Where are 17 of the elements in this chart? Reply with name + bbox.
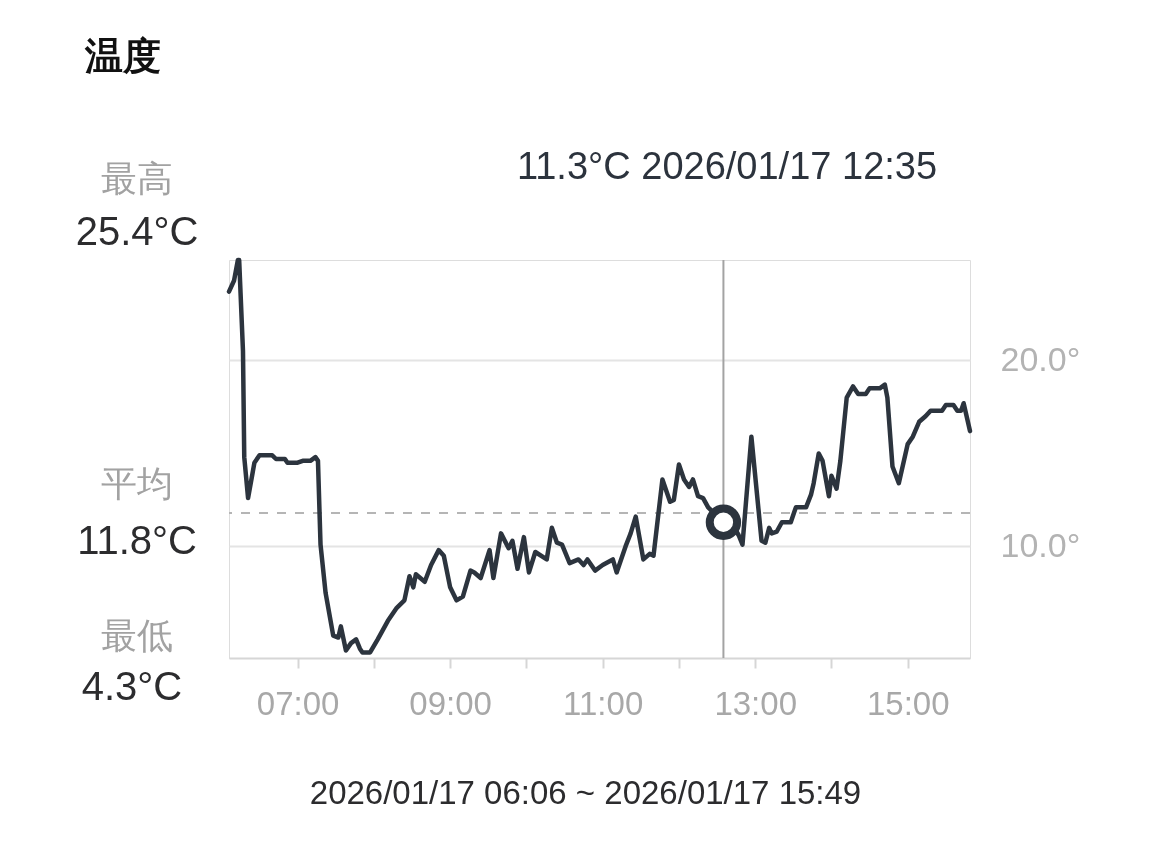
x-tick-label: 13:00 (714, 684, 797, 722)
text: 4.3°C (81, 664, 183, 708)
x-tick-label: 09:00 (409, 684, 492, 722)
x-tick-label: 11:00 (563, 684, 644, 722)
x-axis-title: 2026/01/17 06:06 ~ 2026/01/17 15:49 (309, 773, 862, 811)
y-tick-label: 10.0° (1000, 525, 1081, 564)
text: 最低 (101, 615, 173, 656)
chart-title: 温度 (84, 35, 161, 77)
text: 平均 (101, 463, 173, 504)
y-tick-label: 20.0° (1000, 339, 1081, 378)
text: 11.8°C (77, 518, 197, 562)
x-tick-label: 07:00 (256, 684, 340, 722)
line-series (226, 257, 973, 655)
text: 11.3°C 2026/01/17 12:35 (516, 145, 938, 187)
x-tick-label: 15:00 (866, 684, 950, 722)
text: 最高 (101, 158, 173, 199)
text: 25.4°C (75, 209, 199, 253)
